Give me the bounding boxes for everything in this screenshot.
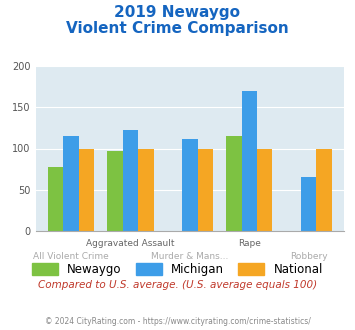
Bar: [226, 136, 242, 231]
Bar: [182, 139, 198, 231]
Bar: [138, 148, 154, 231]
Text: Robbery: Robbery: [290, 252, 328, 261]
Bar: [107, 151, 123, 231]
Text: 2019 Newaygo: 2019 Newaygo: [115, 5, 240, 20]
Bar: [301, 177, 316, 231]
Bar: [123, 130, 138, 231]
Text: Murder & Mans...: Murder & Mans...: [151, 252, 229, 261]
Bar: [242, 91, 257, 231]
Text: © 2024 CityRating.com - https://www.cityrating.com/crime-statistics/: © 2024 CityRating.com - https://www.city…: [45, 317, 310, 326]
Legend: Newaygo, Michigan, National: Newaygo, Michigan, National: [27, 258, 328, 281]
Bar: [257, 148, 273, 231]
Bar: [48, 168, 64, 231]
Bar: [79, 148, 94, 231]
Text: Compared to U.S. average. (U.S. average equals 100): Compared to U.S. average. (U.S. average …: [38, 280, 317, 290]
Text: Aggravated Assault: Aggravated Assault: [86, 239, 175, 248]
Text: All Violent Crime: All Violent Crime: [33, 252, 109, 261]
Bar: [64, 136, 79, 231]
Text: Rape: Rape: [238, 239, 261, 248]
Text: Violent Crime Comparison: Violent Crime Comparison: [66, 21, 289, 36]
Bar: [316, 148, 332, 231]
Bar: [198, 148, 213, 231]
